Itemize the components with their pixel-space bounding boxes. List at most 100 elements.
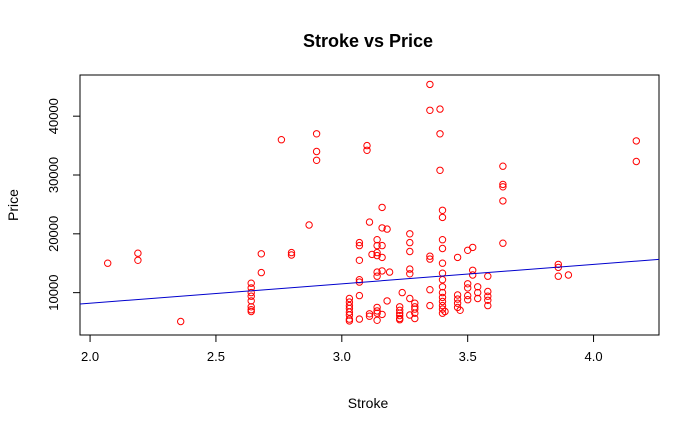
data-point	[257, 250, 265, 258]
data-point	[355, 241, 364, 250]
data-point	[378, 203, 386, 212]
x-tick-label: 3.0	[333, 349, 351, 364]
data-point	[287, 251, 296, 259]
data-point	[355, 315, 364, 323]
data-point	[464, 291, 472, 300]
data-point	[373, 248, 381, 257]
data-point	[378, 267, 386, 275]
y-tick-label: 30000	[46, 157, 61, 193]
data-point	[378, 253, 386, 262]
data-point	[247, 288, 255, 297]
data-point	[453, 253, 462, 262]
data-point	[104, 259, 112, 267]
data-point	[438, 305, 447, 313]
data-point	[355, 291, 364, 300]
data-point	[373, 316, 381, 324]
y-axis-label: Price	[5, 189, 21, 221]
data-point	[436, 130, 444, 138]
data-point	[406, 238, 414, 247]
data-point	[453, 295, 462, 303]
data-point	[406, 311, 414, 319]
data-point	[373, 241, 381, 250]
data-point	[426, 80, 434, 89]
x-tick-label: 2.0	[81, 349, 99, 364]
data-point	[277, 136, 286, 144]
data-point	[436, 105, 444, 113]
data-point	[355, 256, 364, 264]
data-point	[396, 311, 404, 320]
data-point	[499, 183, 507, 191]
points-layer	[104, 80, 640, 326]
data-point	[247, 279, 255, 287]
data-point	[554, 272, 562, 280]
data-point	[411, 305, 419, 313]
data-point	[411, 314, 419, 323]
data-point	[453, 291, 462, 299]
data-point	[406, 230, 414, 238]
data-point	[499, 239, 507, 247]
data-point	[438, 297, 447, 306]
data-point	[363, 141, 371, 150]
data-point	[438, 206, 447, 215]
y-axis: 10000 20000 30000 40000	[46, 98, 81, 311]
data-point	[453, 299, 462, 307]
data-point	[378, 310, 386, 319]
x-tick-label: 3.5	[459, 349, 477, 364]
data-point	[406, 265, 414, 273]
data-point	[474, 283, 482, 291]
data-point	[438, 293, 447, 302]
data-point	[464, 284, 472, 292]
x-tick-label: 2.5	[207, 349, 225, 364]
data-point	[456, 306, 464, 314]
y-tick-label: 10000	[46, 275, 61, 311]
data-point	[373, 251, 381, 260]
data-point	[438, 236, 447, 244]
data-point	[436, 166, 444, 175]
data-point	[426, 106, 434, 115]
data-point	[499, 162, 507, 170]
data-point	[484, 272, 492, 280]
data-point	[373, 309, 381, 317]
data-point	[484, 301, 492, 310]
data-point	[441, 307, 449, 316]
data-point	[474, 294, 482, 303]
data-point	[257, 268, 265, 277]
data-point	[287, 248, 296, 257]
y-tick-label: 40000	[46, 98, 61, 134]
data-point	[177, 317, 185, 326]
chart-title: Stroke vs Price	[303, 31, 433, 51]
y-tick-label: 20000	[46, 216, 61, 252]
data-point	[426, 301, 434, 310]
data-point	[365, 218, 374, 226]
data-point	[247, 307, 255, 316]
data-point	[438, 283, 447, 291]
data-point	[469, 271, 477, 279]
data-point	[373, 268, 381, 276]
data-point	[345, 294, 354, 303]
data-point	[378, 224, 386, 232]
data-point	[373, 303, 381, 312]
data-point	[426, 286, 434, 294]
data-point	[438, 276, 447, 284]
data-point	[345, 317, 354, 325]
data-point	[385, 268, 394, 276]
data-point	[134, 249, 142, 257]
data-point	[134, 256, 142, 264]
data-point	[365, 310, 374, 318]
data-point	[396, 306, 404, 314]
data-point	[383, 297, 391, 305]
regression-line	[79, 258, 660, 305]
data-point	[499, 180, 507, 189]
x-axis: 2.0 2.5 3.0 3.5 4.0	[81, 334, 603, 364]
data-point	[632, 137, 640, 145]
data-point	[247, 292, 255, 300]
data-point	[406, 270, 414, 278]
data-point	[484, 296, 492, 304]
data-point	[464, 296, 472, 304]
data-point	[398, 288, 406, 297]
data-point	[438, 288, 447, 297]
data-point	[484, 292, 492, 300]
data-point	[426, 255, 434, 263]
data-point	[396, 316, 404, 324]
